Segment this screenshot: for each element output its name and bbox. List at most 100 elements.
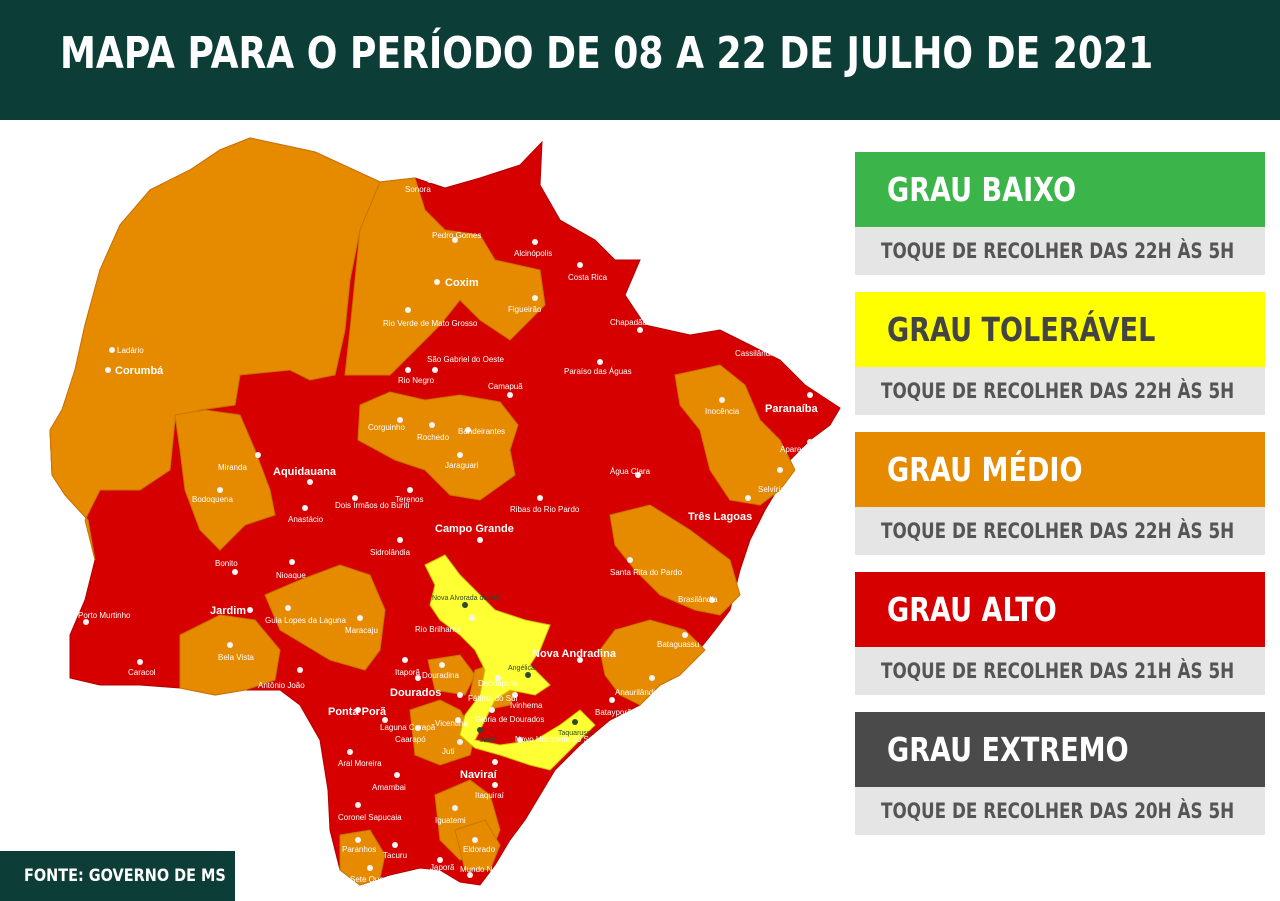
legend-grade: GRAU ALTO [855,572,1265,647]
city-dot [405,307,411,313]
city-label: Jardim [210,605,246,617]
city-label: Aquidauana [273,466,337,478]
city-label: Corguinho [368,423,405,432]
city-dot [355,837,361,843]
city-dot [807,439,813,445]
city-label: Ivinhema [510,701,543,710]
city-label: Batayporã [595,708,632,717]
city-dot [105,367,111,373]
city-label: Maracaju [345,626,378,635]
legend-item-toleravel: GRAU TOLERÁVEL TOQUE DE RECOLHER DAS 22H… [855,292,1265,417]
legend-grade: GRAU MÉDIO [855,432,1265,507]
city-label: Campo Grande [435,523,514,535]
city-dot [434,279,440,285]
city-label: Itaporã [395,668,420,677]
city-dot [457,452,463,458]
city-dot [255,452,261,458]
city-label: Aparecida do Taboado [780,445,850,454]
city-dot [492,782,498,788]
city-label: Paranhos [342,845,376,854]
city-label: Nova Alvorada do Sul [432,595,500,602]
city-label: Caarapó [395,735,426,744]
region-belavista [179,614,281,696]
city-dot [762,342,768,348]
city-dot [415,675,421,681]
region-inocencia [674,364,796,506]
city-label: Bataguassu [657,640,699,649]
state-map: Sonora Pedro Gomes Alcinópolis Costa Ric… [49,137,850,886]
city-label: Terenos [395,495,423,504]
city-dot [577,657,583,663]
city-label: Douradina [422,671,459,680]
city-label: Sidrolândia [370,548,411,557]
city-dot [357,615,363,621]
city-dot [405,367,411,373]
city-label: Rio Brilhante [415,625,461,634]
city-label: Taquarussu [558,730,594,737]
city-label: Glória de Dourados [475,715,544,724]
city-label: Anaurilândia [615,688,660,697]
city-label: Amambai [372,783,406,792]
city-label: Sonora [405,185,431,194]
city-dot [355,707,361,713]
city-label: Antônio João [258,681,305,690]
city-dot [352,495,358,501]
city-label: Chapadão do Sul [610,318,672,327]
city-label: Laguna Carapã [380,723,436,732]
city-label: Jaraguari [445,461,479,470]
city-dot [489,707,495,713]
city-label: Juti [442,747,455,756]
city-dot [407,487,413,493]
city-dot [807,392,813,398]
city-dot [394,772,400,778]
legend-curfew: TOQUE DE RECOLHER DAS 22H ÀS 5H [855,227,1265,275]
city-dot [572,719,578,725]
city-dot [777,467,783,473]
city-label: Iguatemi [435,816,466,825]
city-dot [307,479,313,485]
city-dot [745,495,751,501]
city-dot [367,865,373,871]
city-dot [627,557,633,563]
city-dot [525,672,531,678]
city-label: Nova Andradina [532,648,617,660]
city-label: Mundo Novo [460,865,506,874]
legend-curfew: TOQUE DE RECOLHER DAS 22H ÀS 5H [855,367,1265,415]
city-label: Ponta Porã [328,706,387,718]
city-label: Guia Lopes da Laguna [265,616,347,625]
city-dot [469,615,475,621]
city-dot [347,749,353,755]
region-eldorado [454,819,501,871]
city-dot [452,805,458,811]
city-label: Angélica [508,665,535,672]
city-dot [415,725,421,731]
city-dot [532,295,538,301]
city-label: Sete Quedas [350,875,397,884]
city-label: Fátima do Sul [468,694,518,703]
city-label: Vicentina [435,719,468,728]
city-dot [217,487,223,493]
city-dot [289,559,295,565]
city-label: Dois Irmãos do Buriti [335,501,409,510]
city-dot [477,537,483,543]
city-dot [462,602,468,608]
city-label: Aral Moreira [338,759,382,768]
city-label: Água Clara [610,467,651,476]
city-dot [392,842,398,848]
city-dot [457,739,463,745]
city-label: Ladário [117,346,144,355]
city-label: Eldorado [463,845,496,854]
city-dot [382,717,388,723]
city-dot [709,597,715,603]
city-dot [719,397,725,403]
source-credit: FONTE: GOVERNO DE MS [0,851,235,901]
city-dot [457,692,463,698]
city-dot [427,177,433,183]
city-dot [517,737,523,743]
city-label: Pedro Gomes [432,231,481,240]
legend-item-baixo: GRAU BAIXO TOQUE DE RECOLHER DAS 22H ÀS … [855,152,1265,277]
region-toleravel [424,554,596,771]
region-setequedas [339,829,386,886]
city-label: Dourados [390,687,441,699]
city-dot [402,657,408,663]
